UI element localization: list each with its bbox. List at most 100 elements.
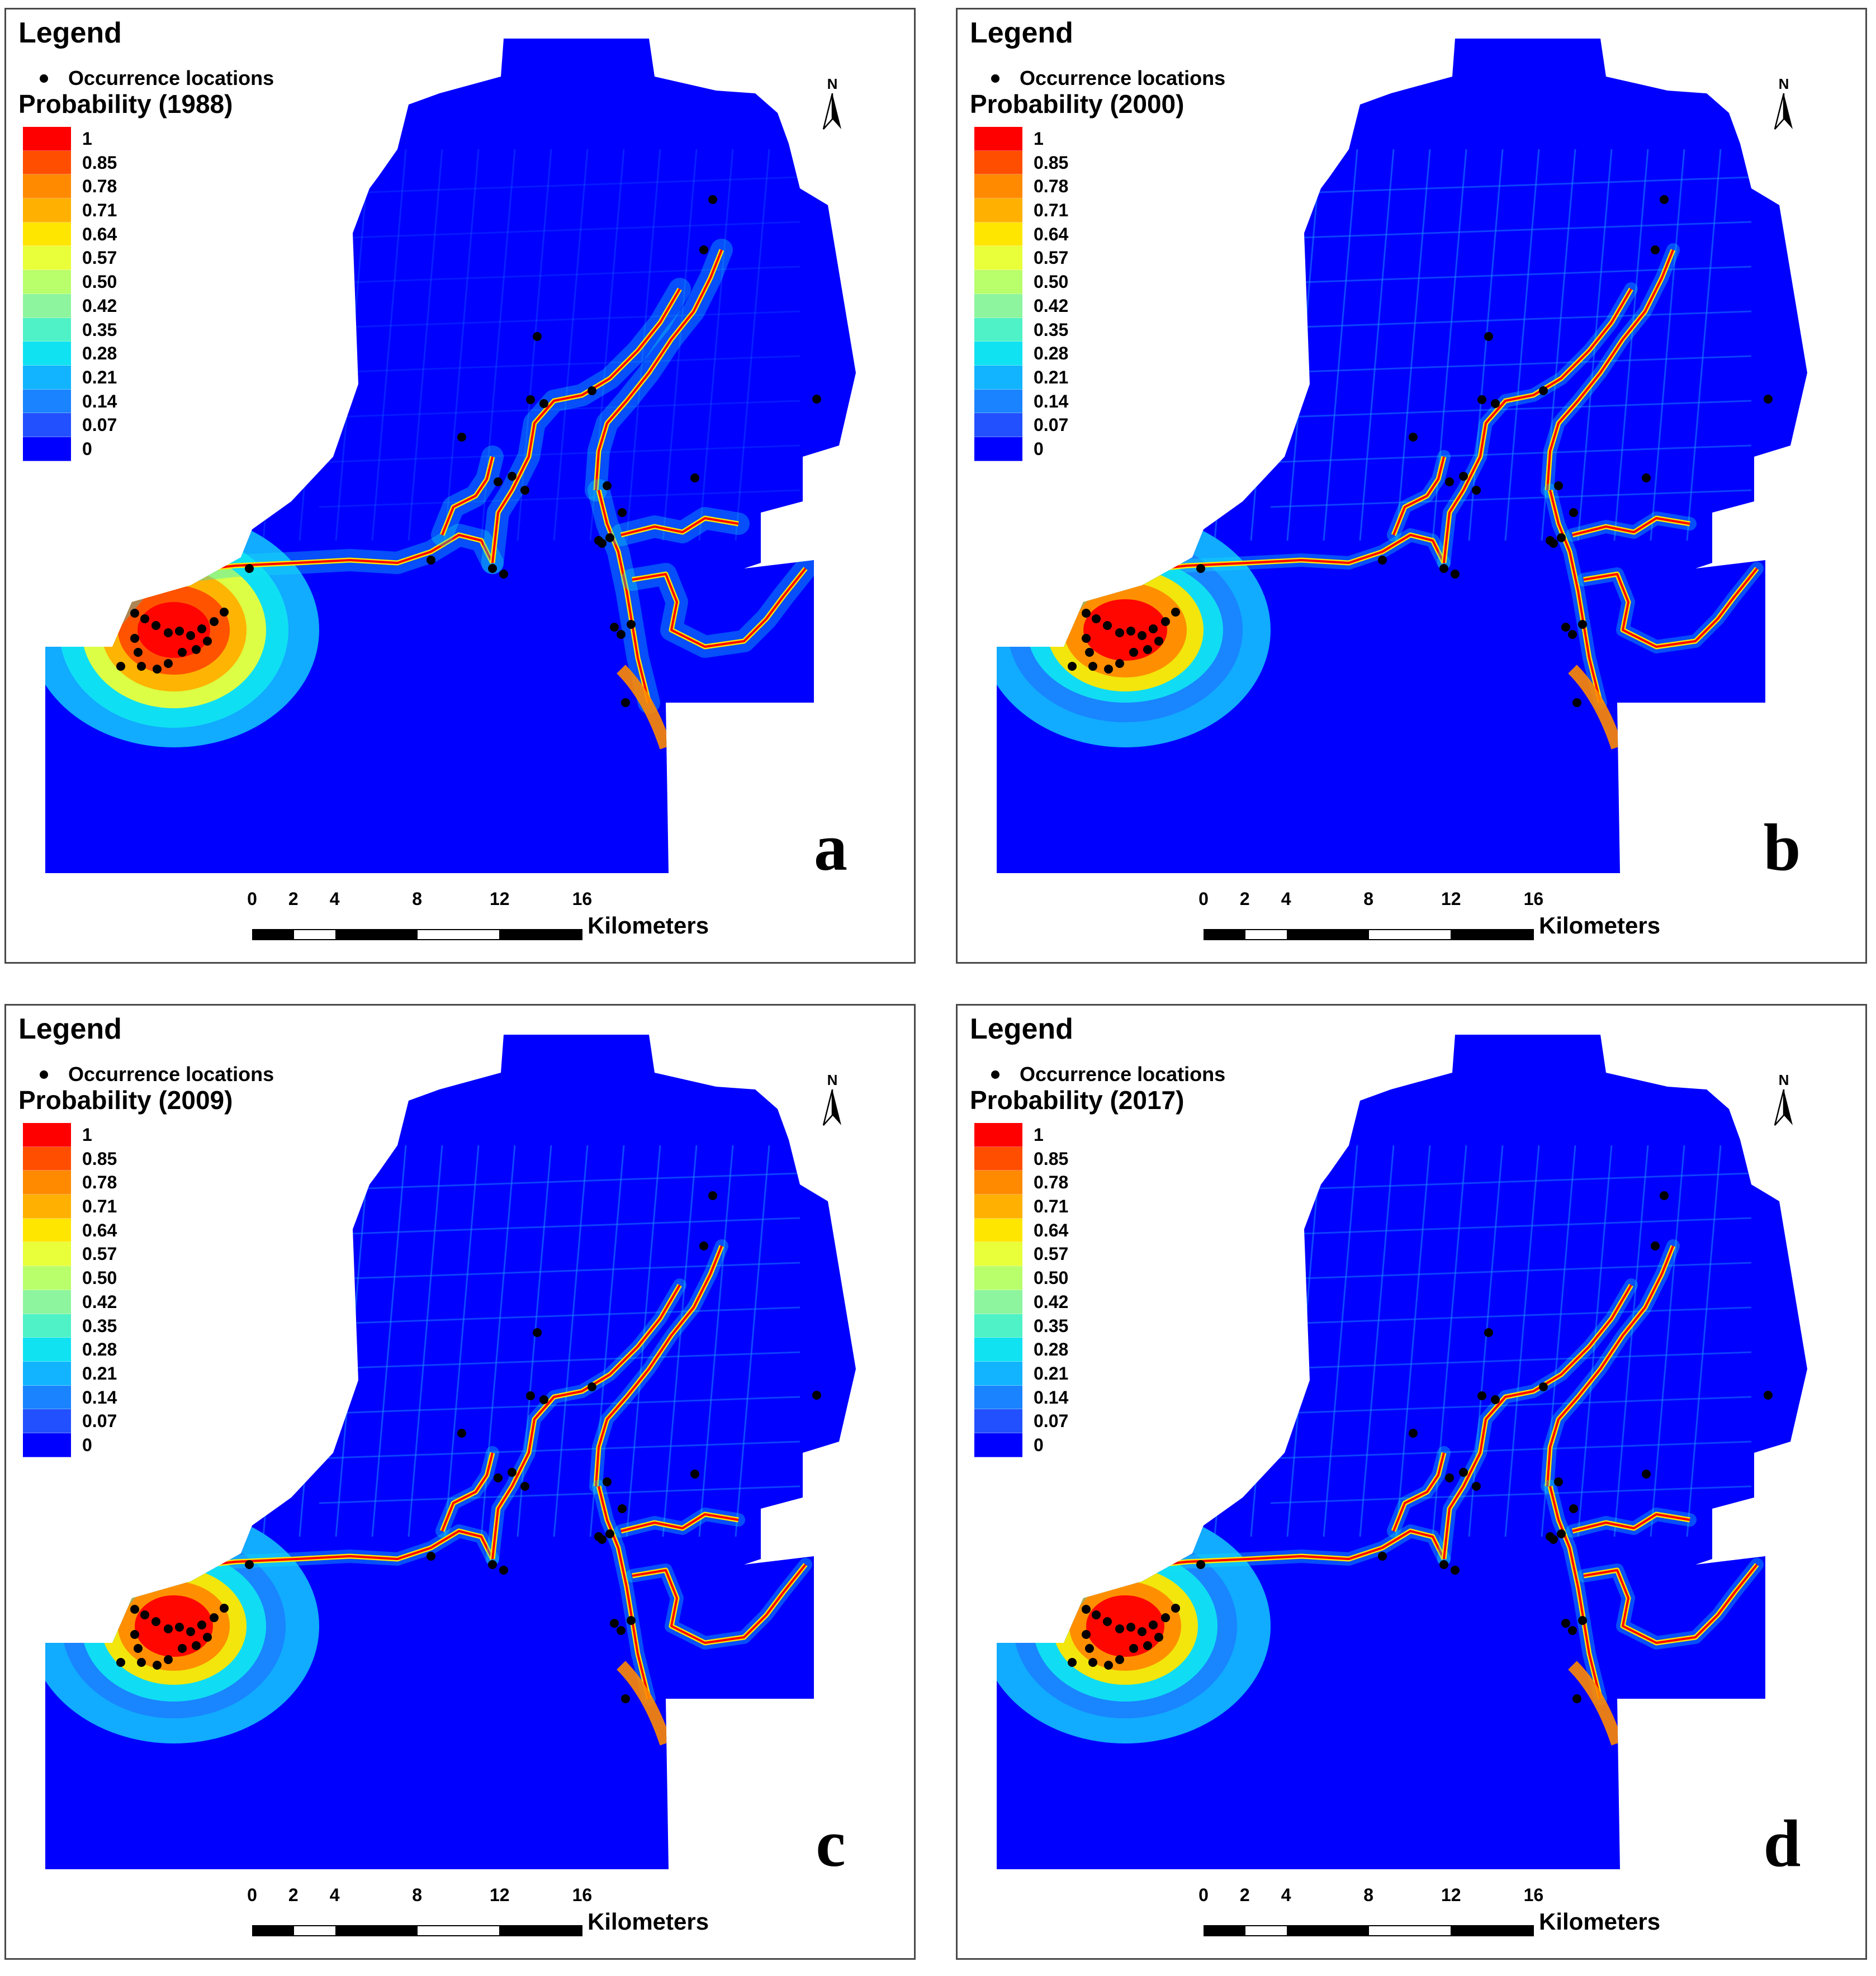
ramp-swatch <box>974 1218 1022 1243</box>
channel-line <box>1323 149 1358 541</box>
scale-tick-label: 8 <box>1363 1885 1374 1905</box>
occurrence-point <box>1154 637 1163 646</box>
ramp-swatch <box>23 1290 71 1314</box>
ramp-swatch <box>23 1195 71 1219</box>
occurrence-point <box>427 1552 435 1561</box>
occurrence-point <box>137 1658 146 1667</box>
occurrence-label: Occurrence locations <box>1020 1063 1226 1086</box>
scale-tick-label: 4 <box>1281 1885 1291 1905</box>
probability-title: Probability (2000) <box>970 89 1185 119</box>
occurrence-point <box>690 1470 699 1479</box>
occurrence-point <box>1569 1504 1578 1513</box>
scale-segment <box>417 930 500 939</box>
corridor-core <box>441 456 494 536</box>
occurrence-point <box>1484 1328 1493 1337</box>
occurrence-point <box>1115 1655 1124 1664</box>
occurrence-point <box>1196 1560 1205 1569</box>
channel-line <box>1214 1145 1249 1537</box>
channel-line <box>319 176 800 195</box>
channel-line <box>1395 1145 1431 1537</box>
occurrence-point <box>621 1694 630 1703</box>
ramp-swatch <box>23 437 71 461</box>
occurrence-point <box>178 1644 187 1653</box>
occurrence-point <box>220 608 229 617</box>
scale-tick-label: 4 <box>1281 889 1291 909</box>
legend-title: Legend <box>18 17 122 49</box>
occurrence-point <box>1472 486 1481 495</box>
channel-line <box>735 1145 770 1537</box>
ramp-label: 0 <box>82 438 92 459</box>
occurrence-point <box>153 1661 162 1670</box>
corridor-core <box>620 517 739 536</box>
scale-tick-label: 16 <box>572 1885 593 1905</box>
occurrence-point <box>1088 662 1097 671</box>
occurrence-point <box>197 1620 206 1629</box>
occurrence-point <box>1068 662 1077 671</box>
color-ramp-labels: 1 0.85 0.78 0.71 0.64 0.57 0.50 0.42 0.35 0.28 0.2… <box>82 127 117 461</box>
ramp-swatch <box>974 413 1022 437</box>
occurrence-point <box>598 1535 607 1544</box>
occurrence-points <box>116 1191 821 1703</box>
panel-letter: d <box>1763 1806 1801 1880</box>
occurrence-point <box>130 609 139 618</box>
scale-segment <box>1245 1926 1287 1935</box>
ramp-label: 0.21 <box>82 1363 117 1383</box>
occurrence-point <box>520 486 529 495</box>
occurrence-point <box>610 623 619 632</box>
scale-tick-label: 4 <box>329 889 340 909</box>
legend-title: Legend <box>18 1013 122 1045</box>
occurrence-point <box>605 1529 614 1538</box>
ramp-swatch <box>23 1171 71 1195</box>
ramp-label: 0.78 <box>1034 176 1069 197</box>
occurrence-point <box>1161 1613 1170 1622</box>
scale-tick-label: 8 <box>412 889 423 909</box>
occurrence-point <box>1451 1566 1460 1575</box>
channel-line <box>662 149 698 541</box>
legend-title: Legend <box>970 1013 1073 1045</box>
ramp-swatch <box>974 1433 1022 1457</box>
scale-bar-segments <box>1204 929 1534 940</box>
occurrence-point <box>1126 1623 1135 1632</box>
study-area <box>45 1035 856 1869</box>
channel-line <box>1504 1145 1540 1537</box>
occurrence-point <box>1082 1630 1091 1639</box>
ramp-label: 0.85 <box>82 152 117 173</box>
occurrence-label: Occurrence locations <box>1020 67 1226 89</box>
scale-segment <box>294 930 335 939</box>
channel-line <box>444 1145 480 1537</box>
ramp-swatch <box>974 1338 1022 1362</box>
ramp-swatch <box>23 174 71 199</box>
channel-line <box>1270 489 1752 508</box>
occurrence-point <box>186 1627 195 1636</box>
channel-line <box>1270 355 1752 374</box>
occurrence-point <box>1451 570 1460 579</box>
channel-line <box>698 149 734 541</box>
occurrence-point <box>618 1504 627 1513</box>
channel-line <box>319 355 800 374</box>
channel-line <box>1214 149 1249 541</box>
map-panel-c: Legend Occurrence locations Probability … <box>4 1004 916 1960</box>
occurrence-point <box>210 1613 219 1622</box>
north-arrow: N <box>1767 75 1801 134</box>
occurrence-point <box>1129 1644 1138 1653</box>
occurrence-point <box>1569 508 1578 517</box>
occurrence-point <box>164 1624 173 1633</box>
channel-line <box>319 1351 800 1370</box>
ramp-label: 0.57 <box>82 248 117 268</box>
scale-unit: Kilometers <box>588 1908 709 1935</box>
ramp-label: 0.78 <box>1034 1172 1069 1193</box>
occurrence-point <box>539 399 548 408</box>
scale-segment <box>1368 1926 1451 1935</box>
occurrence-point <box>1409 433 1418 442</box>
occurrence-point <box>1085 648 1094 657</box>
north-label: N <box>1778 1072 1789 1088</box>
ramp-label: 0.21 <box>82 367 117 387</box>
occurrence-point <box>812 395 821 404</box>
channel-line <box>319 310 800 329</box>
channel-line <box>1468 149 1504 541</box>
channel-line <box>1270 176 1752 195</box>
corridor-core <box>598 1486 650 1699</box>
ramp-swatch <box>23 293 71 318</box>
occurrence-point <box>192 645 201 654</box>
channel-line <box>1270 266 1752 285</box>
